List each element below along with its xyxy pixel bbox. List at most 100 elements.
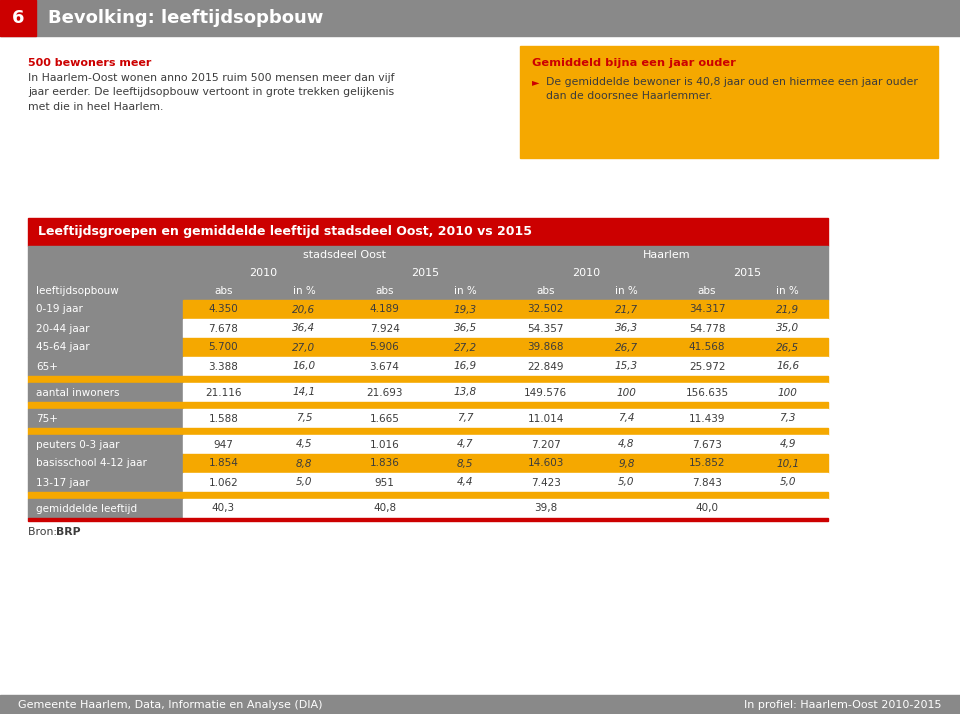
Text: leeftijdsopbouw: leeftijdsopbouw xyxy=(36,286,119,296)
Text: 149.576: 149.576 xyxy=(524,388,567,398)
Text: 26,7: 26,7 xyxy=(614,343,638,353)
Text: 25.972: 25.972 xyxy=(689,361,726,371)
Text: ►: ► xyxy=(532,77,540,87)
Text: 22.849: 22.849 xyxy=(528,361,564,371)
Text: 2015: 2015 xyxy=(733,268,761,278)
Bar xyxy=(28,499,183,518)
Bar xyxy=(183,435,828,454)
Bar xyxy=(0,695,960,714)
Text: 16,6: 16,6 xyxy=(776,361,800,371)
Text: 951: 951 xyxy=(374,478,395,488)
Bar xyxy=(183,454,828,473)
Text: gemiddelde leeftijd: gemiddelde leeftijd xyxy=(36,503,137,513)
Text: 40,8: 40,8 xyxy=(373,503,396,513)
Text: basisschool 4-12 jaar: basisschool 4-12 jaar xyxy=(36,458,147,468)
Bar xyxy=(28,319,183,338)
Text: 27,0: 27,0 xyxy=(293,343,316,353)
Text: abs: abs xyxy=(214,286,232,296)
Text: 1.665: 1.665 xyxy=(370,413,399,423)
Text: 65+: 65+ xyxy=(36,361,58,371)
Text: 8,8: 8,8 xyxy=(296,458,312,468)
Bar xyxy=(183,473,828,492)
Text: 7.423: 7.423 xyxy=(531,478,561,488)
Bar xyxy=(183,338,828,357)
Bar xyxy=(28,402,828,409)
Bar xyxy=(183,357,828,376)
Bar xyxy=(28,454,183,473)
Text: 9,8: 9,8 xyxy=(618,458,635,468)
Text: 7,5: 7,5 xyxy=(296,413,312,423)
Bar xyxy=(183,499,828,518)
Bar xyxy=(0,0,960,36)
Text: 32.502: 32.502 xyxy=(528,304,564,314)
Text: Bevolking: leeftijdsopbouw: Bevolking: leeftijdsopbouw xyxy=(48,9,324,27)
Text: 4,7: 4,7 xyxy=(457,440,473,450)
Bar xyxy=(28,246,828,300)
Text: in %: in % xyxy=(293,286,315,296)
Text: In Haarlem-Oost wonen anno 2015 ruim 500 mensen meer dan vijf
jaar eerder. De le: In Haarlem-Oost wonen anno 2015 ruim 500… xyxy=(28,73,395,112)
Bar xyxy=(28,218,828,246)
Text: 8,5: 8,5 xyxy=(457,458,473,468)
Text: 4,5: 4,5 xyxy=(296,440,312,450)
Text: Gemeente Haarlem, Data, Informatie en Analyse (DIA): Gemeente Haarlem, Data, Informatie en An… xyxy=(18,700,323,710)
Text: 13-17 jaar: 13-17 jaar xyxy=(36,478,89,488)
Text: Gemiddeld bijna een jaar ouder: Gemiddeld bijna een jaar ouder xyxy=(532,58,736,68)
Text: 5.700: 5.700 xyxy=(208,343,238,353)
Text: 7.924: 7.924 xyxy=(370,323,399,333)
Text: De gemiddelde bewoner is 40,8 jaar oud en hiermee een jaar ouder
dan de doorsnee: De gemiddelde bewoner is 40,8 jaar oud e… xyxy=(546,77,918,101)
Text: abs: abs xyxy=(537,286,555,296)
Text: 100: 100 xyxy=(616,388,636,398)
Text: Haarlem: Haarlem xyxy=(643,250,690,260)
Text: 500 bewoners meer: 500 bewoners meer xyxy=(28,58,152,68)
Text: 21,9: 21,9 xyxy=(776,304,800,314)
Bar xyxy=(28,357,183,376)
Text: 14.603: 14.603 xyxy=(528,458,564,468)
Bar xyxy=(28,338,183,357)
Bar xyxy=(183,409,828,428)
Bar xyxy=(28,518,828,521)
Text: 14,1: 14,1 xyxy=(293,388,316,398)
Text: 39.868: 39.868 xyxy=(528,343,564,353)
Text: 100: 100 xyxy=(778,388,798,398)
Text: 41.568: 41.568 xyxy=(689,343,726,353)
Text: 3.388: 3.388 xyxy=(208,361,238,371)
Text: 7.843: 7.843 xyxy=(692,478,722,488)
Text: 16,9: 16,9 xyxy=(454,361,477,371)
Text: 20-44 jaar: 20-44 jaar xyxy=(36,323,89,333)
Bar xyxy=(183,300,828,319)
Text: 54.357: 54.357 xyxy=(528,323,564,333)
Text: 4.189: 4.189 xyxy=(370,304,399,314)
Text: 26,5: 26,5 xyxy=(776,343,800,353)
Text: 21.693: 21.693 xyxy=(367,388,403,398)
Text: 5.906: 5.906 xyxy=(370,343,399,353)
Text: 1.588: 1.588 xyxy=(208,413,238,423)
Text: 7.678: 7.678 xyxy=(208,323,238,333)
Text: abs: abs xyxy=(698,286,716,296)
Text: 39,8: 39,8 xyxy=(534,503,558,513)
Text: 5,0: 5,0 xyxy=(780,478,796,488)
Text: 34.317: 34.317 xyxy=(689,304,726,314)
Text: 2010: 2010 xyxy=(572,268,600,278)
Bar xyxy=(28,435,183,454)
Bar xyxy=(520,46,938,158)
Text: 40,0: 40,0 xyxy=(696,503,719,513)
Text: 40,3: 40,3 xyxy=(212,503,235,513)
Text: 6: 6 xyxy=(12,9,24,27)
Text: 20,6: 20,6 xyxy=(293,304,316,314)
Bar xyxy=(28,428,828,435)
Text: Leeftijdsgroepen en gemiddelde leeftijd stadsdeel Oost, 2010 vs 2015: Leeftijdsgroepen en gemiddelde leeftijd … xyxy=(38,226,532,238)
Bar xyxy=(28,409,183,428)
Text: 2010: 2010 xyxy=(250,268,277,278)
Text: 15.852: 15.852 xyxy=(689,458,726,468)
Text: 1.062: 1.062 xyxy=(208,478,238,488)
Text: 45-64 jaar: 45-64 jaar xyxy=(36,343,89,353)
Text: 0-19 jaar: 0-19 jaar xyxy=(36,304,83,314)
Text: 13,8: 13,8 xyxy=(454,388,477,398)
Text: 1.016: 1.016 xyxy=(370,440,399,450)
Text: 11.439: 11.439 xyxy=(689,413,726,423)
Text: 27,2: 27,2 xyxy=(454,343,477,353)
Text: 36,3: 36,3 xyxy=(614,323,638,333)
Text: 7,3: 7,3 xyxy=(780,413,796,423)
Text: in %: in % xyxy=(777,286,799,296)
Text: 36,4: 36,4 xyxy=(293,323,316,333)
